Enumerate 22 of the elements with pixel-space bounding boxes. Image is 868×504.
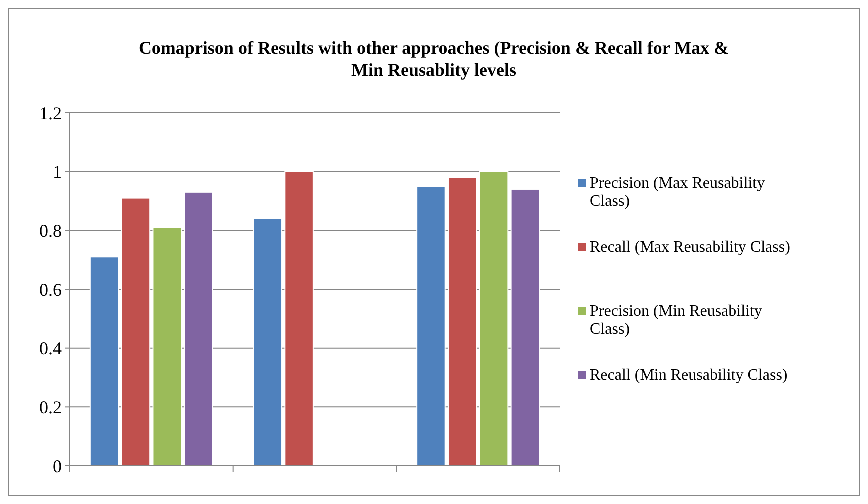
bar <box>152 227 182 466</box>
y-tick-label: 0.8 <box>40 220 62 241</box>
bar <box>416 186 446 466</box>
bar <box>253 218 283 466</box>
legend-label: Precision (Max Reusability Class) <box>590 175 766 210</box>
y-tick-label: 1 <box>53 162 62 182</box>
y-tick-label: 0.2 <box>40 397 62 418</box>
y-tick-label: 0.4 <box>40 338 62 359</box>
legend-label: Precision (Min Reusability Class) <box>590 303 762 338</box>
legend-label: Recall (Max Reusability Class) <box>590 239 790 256</box>
bar <box>510 188 540 466</box>
chart-title: Comaprison of Results with other approaches (Precision & Recall for Max & Min Reusablity levels <box>138 38 730 80</box>
y-tick-label: 0 <box>53 456 62 476</box>
legend-label: Recall (Min Reusability Class) <box>590 367 788 384</box>
bar <box>284 171 314 466</box>
bar <box>184 192 214 466</box>
bar <box>90 256 120 466</box>
bar <box>448 177 478 466</box>
y-tick-label: 0.6 <box>40 280 62 300</box>
bar <box>479 171 509 466</box>
bar <box>121 198 151 466</box>
y-tick-label: 1.2 <box>40 103 62 124</box>
